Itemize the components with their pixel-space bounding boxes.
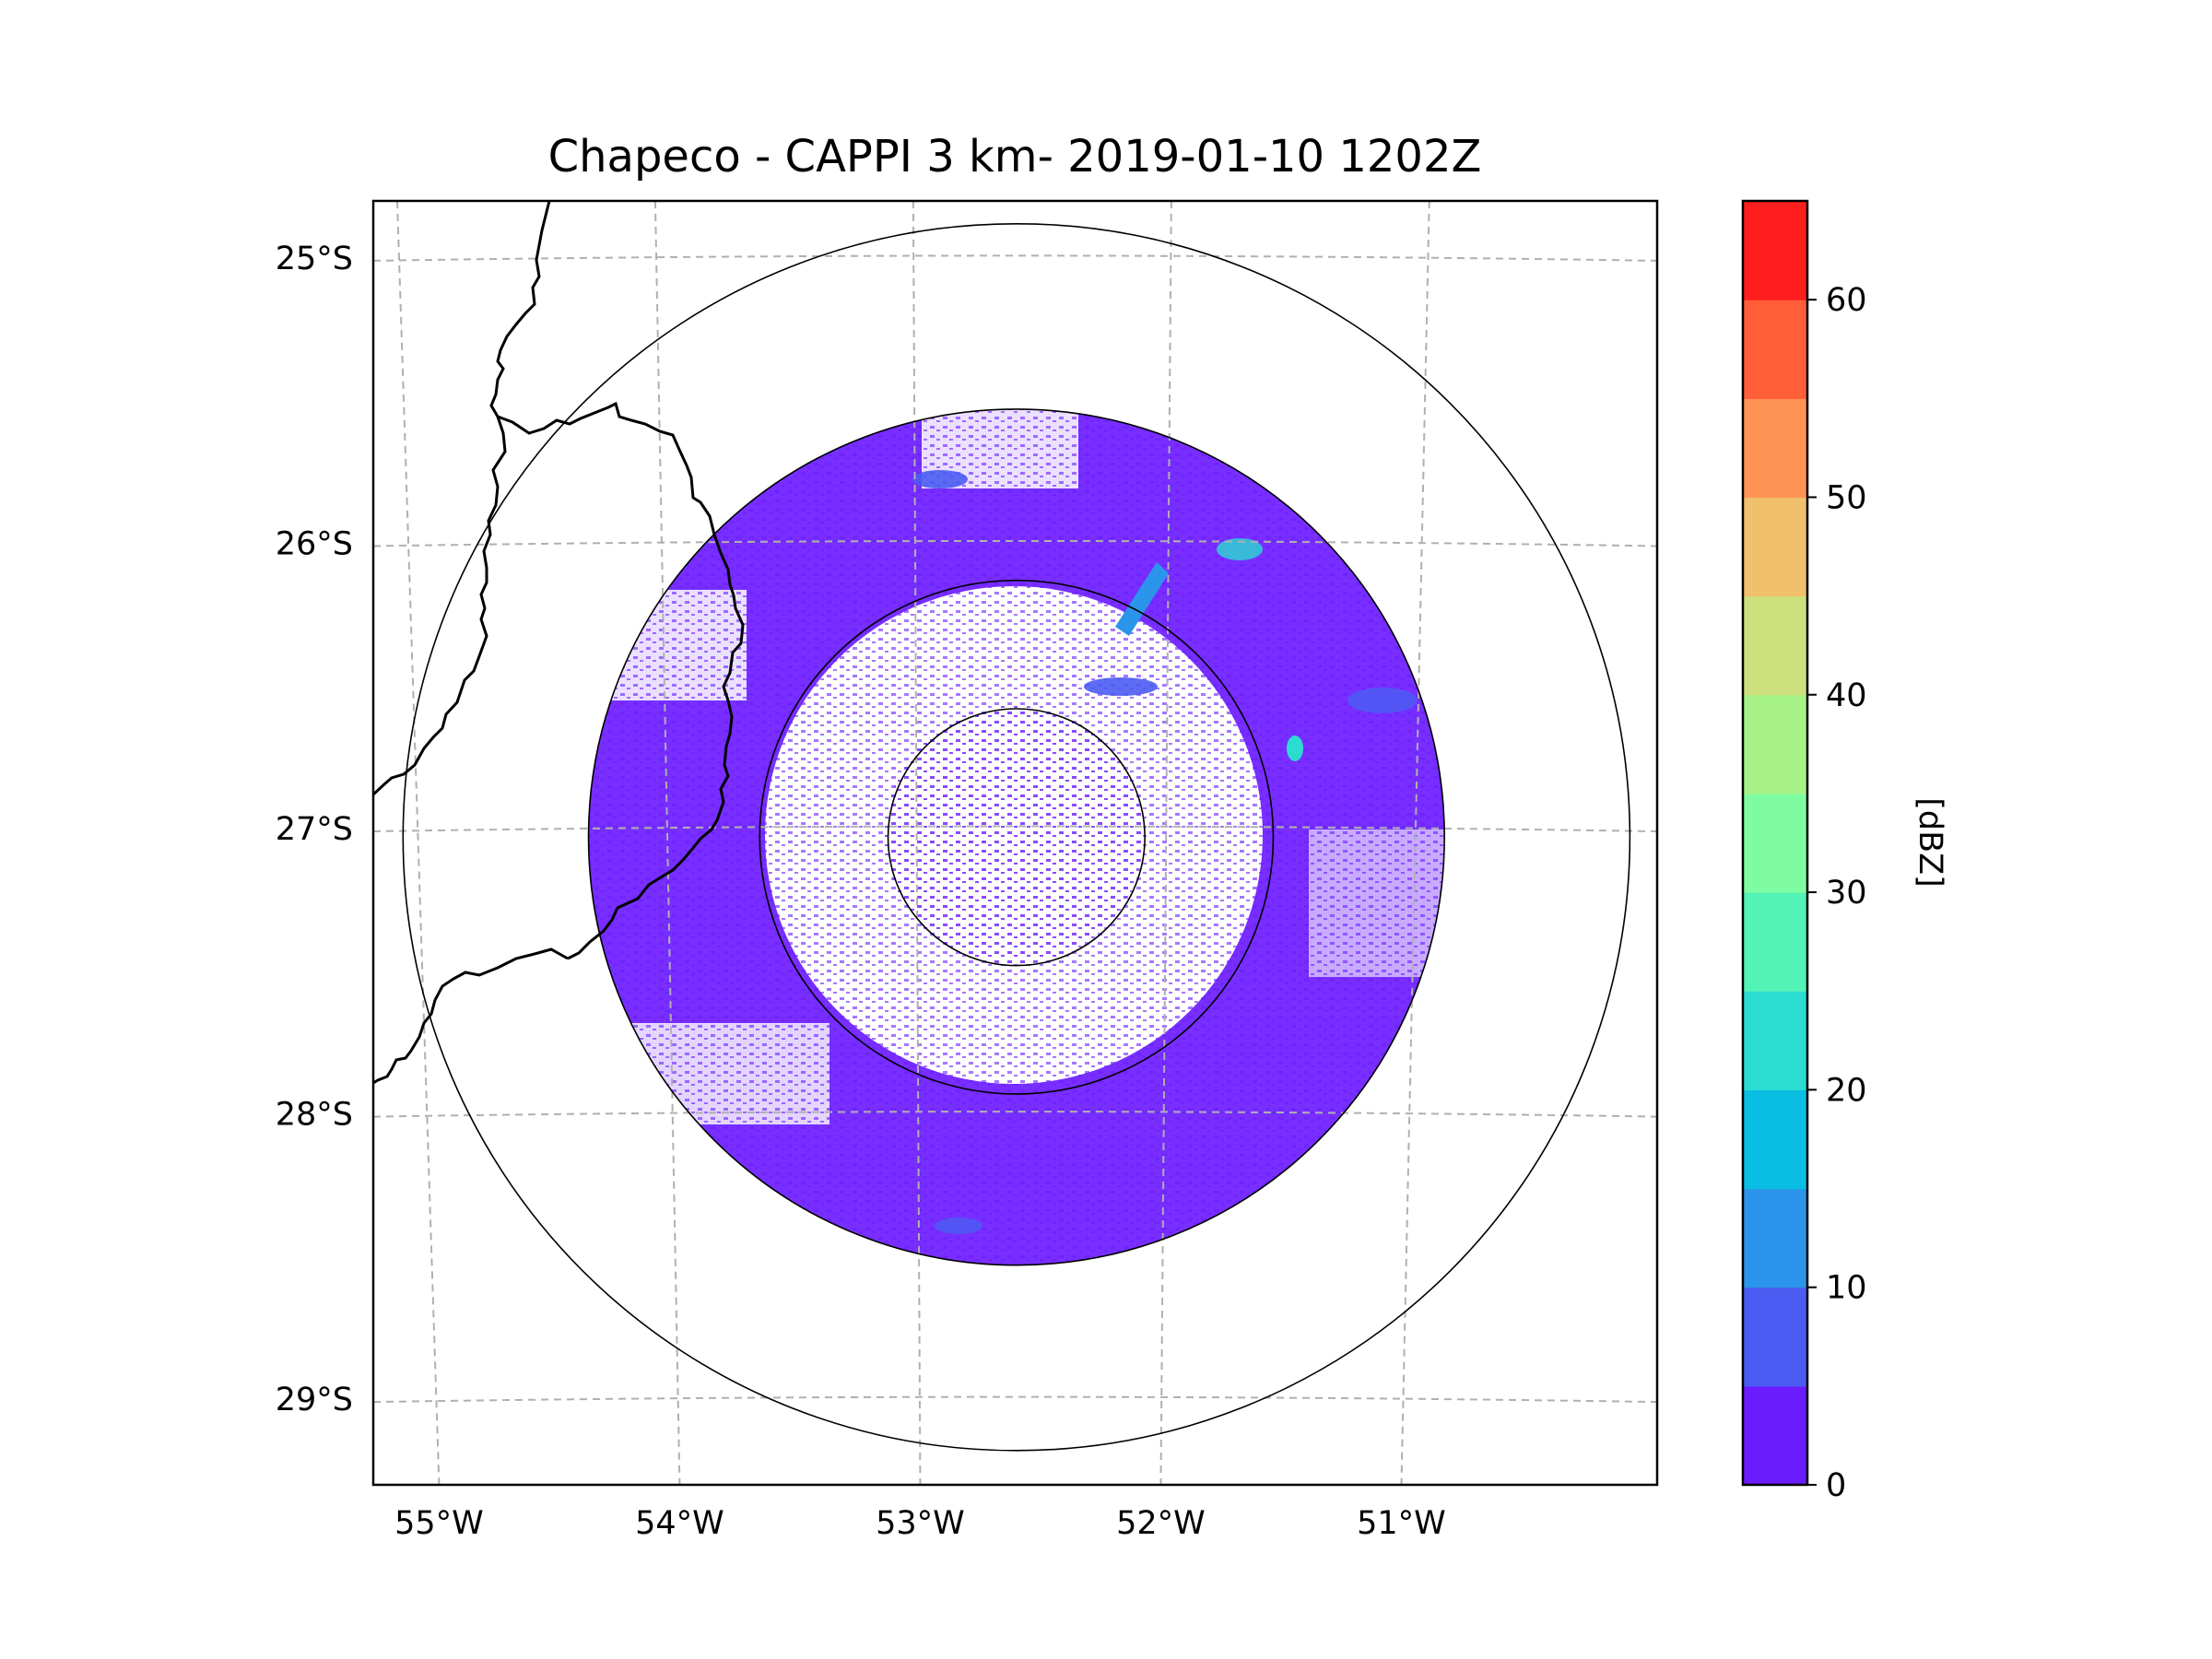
map-clip	[373, 201, 1657, 1485]
colorbar-bin-2	[1743, 1188, 1807, 1288]
range-ring-0	[887, 708, 1146, 967]
colorbar-bin-6	[1743, 793, 1807, 893]
colorbar-bin-7	[1743, 694, 1807, 794]
range-ring-1	[759, 579, 1275, 1095]
reflectivity-field	[588, 408, 1445, 1265]
lon-label-1: 54°W	[635, 1505, 724, 1542]
echo-cell-weak-3	[1347, 688, 1418, 713]
lat-label-0: 25°S	[276, 241, 353, 277]
lon-label-2: 53°W	[876, 1505, 965, 1542]
border-argentina-brazil	[373, 201, 551, 796]
borders	[373, 201, 745, 1085]
lon-axis-labels: 55°W 54°W 53°W 52°W 51°W	[394, 1505, 1446, 1542]
colorbar-tick-label-0: 0	[1826, 1467, 1846, 1504]
colorbar-label: [dBZ]	[1912, 797, 1948, 888]
echo-cell-weak-1	[1084, 677, 1158, 696]
echo-cell-east	[1287, 735, 1303, 761]
echo-inner-scatter	[885, 706, 1143, 964]
lat-label-4: 29°S	[276, 1382, 353, 1418]
colorbar-bin-5	[1743, 892, 1807, 992]
colorbar-tick-label-1: 10	[1826, 1270, 1867, 1307]
map-frame	[371, 199, 1659, 1487]
range-ring-3	[402, 222, 1631, 1452]
colorbar-bin-1	[1743, 1287, 1807, 1387]
colorbar-bin-9	[1743, 497, 1807, 597]
lat-label-3: 28°S	[276, 1097, 353, 1134]
colorbar-ticks: 0 10 20 30 40 50 60	[1807, 282, 1867, 1504]
colorbar-tick-label-6: 60	[1826, 282, 1867, 319]
colorbar-bin-10	[1743, 398, 1807, 499]
colorbar-bin-3	[1743, 1089, 1807, 1190]
lon-label-4: 51°W	[1357, 1505, 1446, 1542]
colorbar-bin-11	[1743, 300, 1807, 399]
lon-label-0: 55°W	[394, 1505, 484, 1542]
colorbar-bin-0	[1743, 1385, 1807, 1486]
colorbar-tick-label-5: 50	[1826, 479, 1867, 516]
colorbar-bin-12	[1743, 201, 1807, 300]
border-paraguay	[497, 401, 745, 960]
lat-label-2: 27°S	[276, 811, 353, 848]
chart-title: Chapeco - CAPPI 3 km- 2019-01-10 1202Z	[548, 131, 1482, 182]
echo-cell-weak-2	[912, 470, 968, 488]
border-brazil-south	[373, 947, 569, 1085]
colorbar-bins	[1743, 201, 1807, 1486]
lat-label-1: 26°S	[276, 525, 353, 562]
colorbar-tick-label-3: 30	[1826, 875, 1867, 912]
range-ring-2	[587, 408, 1445, 1266]
colorbar-bin-8	[1743, 595, 1807, 696]
colorbar: 0 10 20 30 40 50 60 [dBZ]	[1741, 199, 1948, 1504]
colorbar-tick-label-2: 20	[1826, 1072, 1867, 1109]
echo-cell-north	[1115, 562, 1169, 636]
colorbar-frame	[1741, 199, 1809, 1487]
echo-cell-northeast	[1217, 538, 1263, 560]
map-panel: 25°S 26°S 27°S 28°S 29°S 55°W 54°W 53°W 52°W 51°…	[276, 199, 1659, 1542]
echo-cell-weak-4	[935, 1218, 982, 1234]
colorbar-tick-label-4: 40	[1826, 677, 1867, 714]
lon-label-3: 52°W	[1116, 1505, 1206, 1542]
colorbar-bin-4	[1743, 991, 1807, 1090]
range-rings	[402, 222, 1631, 1452]
lat-axis-labels: 25°S 26°S 27°S 28°S 29°S	[276, 241, 353, 1418]
